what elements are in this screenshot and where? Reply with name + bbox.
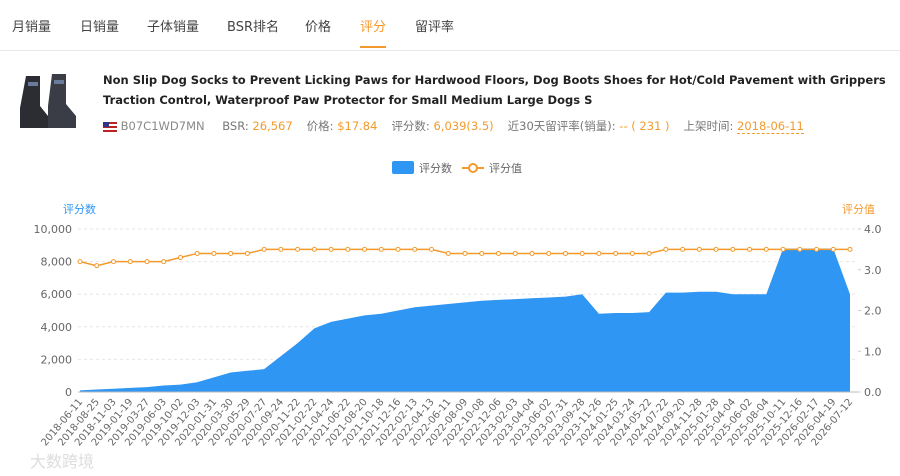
point <box>395 246 401 252</box>
info-field: 上架时间: 2018-06-11 <box>683 119 804 134</box>
product-title: Non Slip Dog Socks to Prevent Licking Pa… <box>103 73 886 107</box>
point <box>780 246 786 252</box>
asin[interactable]: B07C1WD7MN <box>120 119 205 133</box>
point <box>295 246 301 252</box>
point <box>177 255 183 261</box>
point <box>462 250 468 256</box>
point <box>194 250 200 256</box>
point <box>278 246 284 252</box>
point <box>429 246 435 252</box>
point <box>696 246 702 252</box>
y2-axis-title: 评分值 <box>842 203 875 216</box>
point <box>512 250 518 256</box>
point <box>328 246 334 252</box>
tab[interactable]: 月销量 <box>12 20 52 35</box>
y2-tick-label: 0.0 <box>864 386 882 399</box>
legend-swatch <box>468 163 478 173</box>
point <box>646 250 652 256</box>
point <box>345 246 351 252</box>
chart: 评分数 评分值02,0004,0006,0008,00010,0000.01.02… <box>34 161 882 448</box>
info-field: 价格: $17.84 <box>307 119 378 133</box>
info-field: 评分数: 6,039(3.5) <box>391 119 493 133</box>
info-value: $17.84 <box>337 119 378 133</box>
y2-tick-label: 4.0 <box>864 223 882 236</box>
y-tick-label: 4,000 <box>41 321 73 334</box>
point <box>830 246 836 252</box>
tab-bar: 月销量 日销量 子体销量 BSR排名 价格 评分 留评率 <box>0 0 900 51</box>
y-tick-label: 0 <box>65 386 72 399</box>
product-image <box>20 74 76 128</box>
watermark: 大数跨境 <box>30 452 95 471</box>
product-info: B07C1WD7MN BSR: 26,567 价格: $17.84 评分数: 6,0… <box>103 118 804 134</box>
area <box>80 248 850 392</box>
info-label: 价格: <box>306 119 334 133</box>
point <box>529 250 535 256</box>
info-value: -- ( 231 ) <box>619 119 670 133</box>
point <box>562 250 568 256</box>
y-tick-label: 2,000 <box>41 353 73 366</box>
info-field: 近30天留评率(销量): -- ( 231 ) <box>508 119 670 133</box>
point <box>713 246 719 252</box>
point <box>629 250 635 256</box>
info-value: 6,039(3.5) <box>433 119 494 133</box>
point <box>613 250 619 256</box>
point <box>663 246 669 252</box>
y-tick-label: 10,000 <box>34 223 73 236</box>
point <box>730 246 736 252</box>
point <box>378 246 384 252</box>
info-label: BSR: <box>222 119 249 133</box>
point <box>161 259 167 265</box>
tab[interactable]: 子体销量 <box>147 20 200 35</box>
tab[interactable]: 留评率 <box>415 20 455 35</box>
point <box>244 250 250 256</box>
point <box>211 250 217 256</box>
y2-tick-label: 2.0 <box>864 305 882 318</box>
point <box>362 246 368 252</box>
y2-tick-label: 1.0 <box>864 345 882 358</box>
tab[interactable]: 日销量 <box>80 20 120 35</box>
point <box>412 246 418 252</box>
point <box>261 246 267 252</box>
point <box>814 246 820 252</box>
y2-tick-label: 3.0 <box>864 264 882 277</box>
point <box>479 250 485 256</box>
legend-label: 评分值 <box>489 162 522 175</box>
point <box>228 250 234 256</box>
point <box>495 250 501 256</box>
point <box>94 263 100 269</box>
point <box>144 259 150 265</box>
point <box>596 250 602 256</box>
point <box>680 246 686 252</box>
us-flag <box>103 121 117 132</box>
info-value: 26,567 <box>252 119 293 133</box>
point <box>847 246 853 252</box>
info-value: 2018-06-11 <box>737 119 804 134</box>
y-axis-title: 评分数 <box>63 203 96 216</box>
tab[interactable]: 评分 <box>360 16 387 48</box>
y-tick-label: 6,000 <box>41 288 73 301</box>
info-label: 上架时间: <box>683 119 734 133</box>
tab[interactable]: 价格 <box>305 20 332 35</box>
legend-label: 评分数 <box>419 162 452 175</box>
point <box>110 259 116 265</box>
point <box>763 246 769 252</box>
info-field: BSR: 26,567 <box>222 119 292 133</box>
point <box>546 250 552 256</box>
point <box>445 250 451 256</box>
legend-swatch <box>392 161 414 174</box>
point <box>579 250 585 256</box>
point <box>797 246 803 252</box>
point <box>311 246 317 252</box>
tab[interactable]: BSR排名 <box>227 20 279 35</box>
info-label: 评分数: <box>391 119 430 133</box>
point <box>77 259 83 265</box>
point <box>747 246 753 252</box>
y-tick-label: 8,000 <box>41 256 73 269</box>
point <box>127 259 133 265</box>
info-label: 近30天留评率(销量): <box>507 119 616 133</box>
